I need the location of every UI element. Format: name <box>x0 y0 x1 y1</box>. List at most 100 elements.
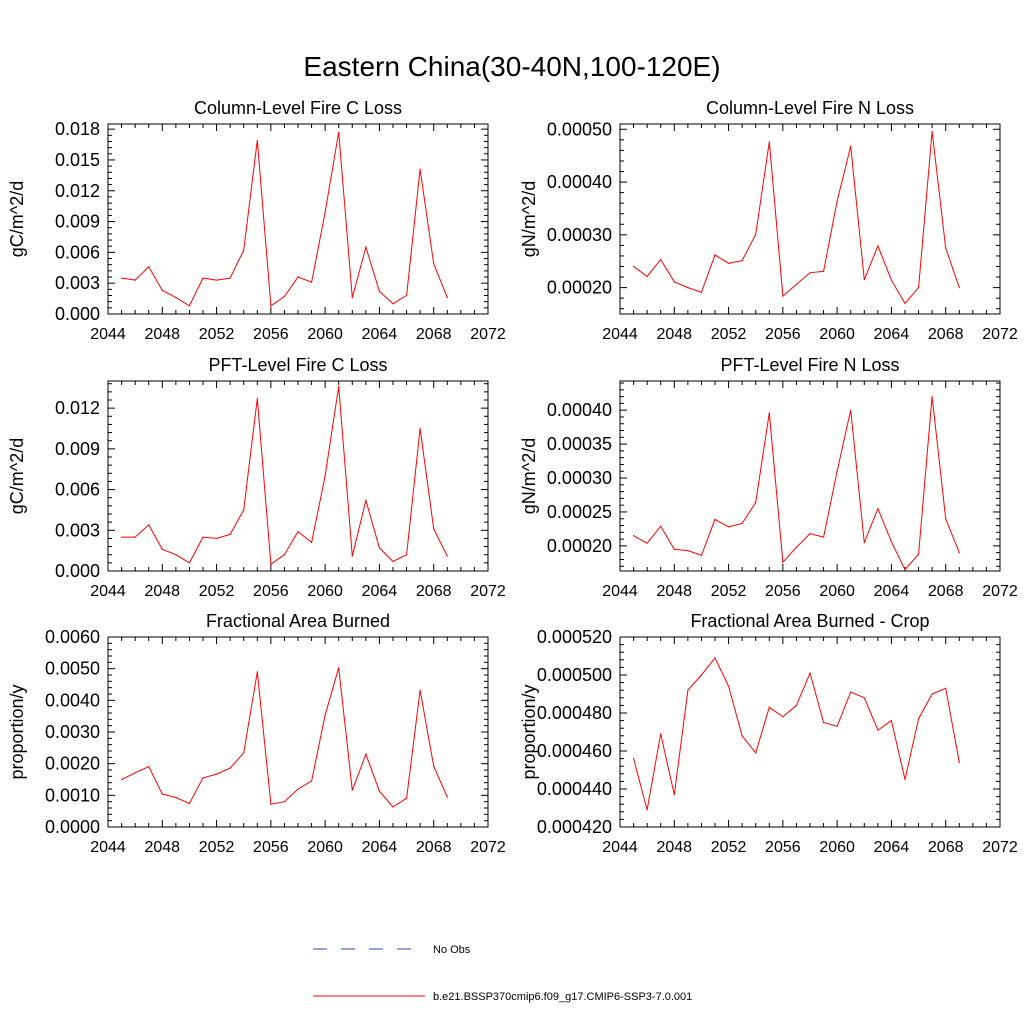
data-point <box>687 287 689 289</box>
data-point <box>931 396 933 398</box>
data-point <box>836 200 838 202</box>
data-point <box>877 729 879 731</box>
data-point <box>782 295 784 297</box>
y-tick-label: 0.00020 <box>547 278 612 298</box>
data-point <box>958 287 960 289</box>
panel-6: Fractional Area Burned - Crop proportion/… <box>519 611 1018 856</box>
x-tick-label: 2068 <box>928 326 964 343</box>
data-point <box>741 735 743 737</box>
plot-frame <box>619 380 1001 572</box>
data-point <box>904 302 906 305</box>
y-tick-label: 0.000460 <box>537 741 612 761</box>
panel-title: Column-Level Fire N Loss <box>706 98 914 118</box>
data-point <box>850 145 852 147</box>
x-tick-label: 2056 <box>765 839 801 856</box>
data-point <box>215 773 218 775</box>
data-point <box>931 130 933 132</box>
data-point <box>660 525 662 527</box>
x-tick-label: 2048 <box>144 326 180 343</box>
data-point <box>310 281 313 283</box>
x-tick-label: 2060 <box>819 326 855 343</box>
data-point <box>904 569 906 571</box>
legend-run-label: b.e21.BSSP370cmip6.f09_g17.CMIP6-SSP3-7.… <box>433 991 692 1003</box>
y-tick-label: 0.012 <box>55 398 100 418</box>
data-point <box>917 553 920 555</box>
y-axis-label: proportion/y <box>7 684 27 779</box>
data-point <box>365 499 367 502</box>
y-tick-label: 0.00040 <box>547 172 612 192</box>
x-tick-label: 2068 <box>416 839 452 856</box>
x-tick-label: 2068 <box>928 583 964 600</box>
data-point <box>188 305 191 307</box>
data-point <box>310 541 313 544</box>
panel-title: Column-Level Fire C Loss <box>194 98 402 118</box>
data-point <box>958 552 960 554</box>
data-point <box>904 778 906 781</box>
y-tick-label: 0.00050 <box>547 119 612 139</box>
y-axis-label: gC/m^2/d <box>7 181 27 257</box>
x-tick-label: 2060 <box>307 326 343 343</box>
data-point <box>700 291 703 293</box>
y-axis-label: gC/m^2/d <box>7 438 27 514</box>
data-point <box>378 547 381 549</box>
data-point <box>714 254 716 256</box>
data-point <box>890 720 893 722</box>
data-point <box>945 518 947 520</box>
y-tick-label: 0.000440 <box>537 779 612 799</box>
x-tick-label: 2052 <box>711 839 747 856</box>
x-tick-label: 2068 <box>928 839 964 856</box>
data-point <box>768 141 770 143</box>
data-point <box>755 752 757 754</box>
plot-frame <box>619 636 1001 828</box>
data-point <box>351 789 353 791</box>
data-point <box>283 554 286 556</box>
data-point <box>202 777 204 779</box>
y-tick-label: 0.000420 <box>537 817 612 837</box>
data-point <box>270 305 272 307</box>
data-point <box>809 672 811 674</box>
x-tick-label: 2060 <box>819 839 855 856</box>
data-point <box>700 554 703 556</box>
data-point <box>148 266 150 268</box>
x-tick-label: 2044 <box>602 839 638 856</box>
y-tick-label: 0.00025 <box>547 502 612 522</box>
x-tick-label: 2048 <box>144 583 180 600</box>
panel-2: Column-Level Fire N Loss gN/m^2/d 2044 2048… <box>519 98 1018 343</box>
data-point <box>256 139 258 142</box>
x-tick-label: 2072 <box>982 583 1018 600</box>
x-tick-label: 2056 <box>765 326 801 343</box>
panel-3: PFT-Level Fire C Loss gC/m^2/d 2044 2048 205… <box>7 355 506 600</box>
data-point <box>338 131 340 133</box>
data-point <box>283 295 286 298</box>
plot-frame <box>619 123 1001 315</box>
x-tick-label: 2064 <box>362 326 398 343</box>
y-tick-label: 0.000520 <box>537 627 612 647</box>
data-point <box>433 765 435 767</box>
panel-4: PFT-Level Fire N Loss gN/m^2/d 2044 2048 205… <box>519 355 1018 600</box>
x-tick-label: 2044 <box>90 326 126 343</box>
data-point <box>310 780 313 782</box>
data-point <box>215 537 218 540</box>
x-tick-label: 2060 <box>819 583 855 600</box>
x-tick-label: 2060 <box>307 839 343 856</box>
data-point <box>419 168 421 170</box>
data-point <box>161 289 163 291</box>
x-tick-label: 2072 <box>470 326 506 343</box>
data-point <box>351 296 353 299</box>
data-point <box>958 761 960 764</box>
data-point <box>392 303 394 305</box>
data-point <box>755 233 757 235</box>
data-point <box>161 548 163 550</box>
panel-title: Fractional Area Burned - Crop <box>690 611 929 631</box>
data-point <box>863 697 865 699</box>
y-tick-label: 0.00030 <box>547 468 612 488</box>
data-point <box>822 536 825 538</box>
data-point <box>256 398 258 400</box>
data-point <box>687 689 689 691</box>
y-axis-label: gN/m^2/d <box>519 438 539 514</box>
data-point <box>632 758 635 760</box>
x-tick-label: 2064 <box>874 326 910 343</box>
data-point <box>632 265 635 268</box>
data-point <box>419 689 421 691</box>
